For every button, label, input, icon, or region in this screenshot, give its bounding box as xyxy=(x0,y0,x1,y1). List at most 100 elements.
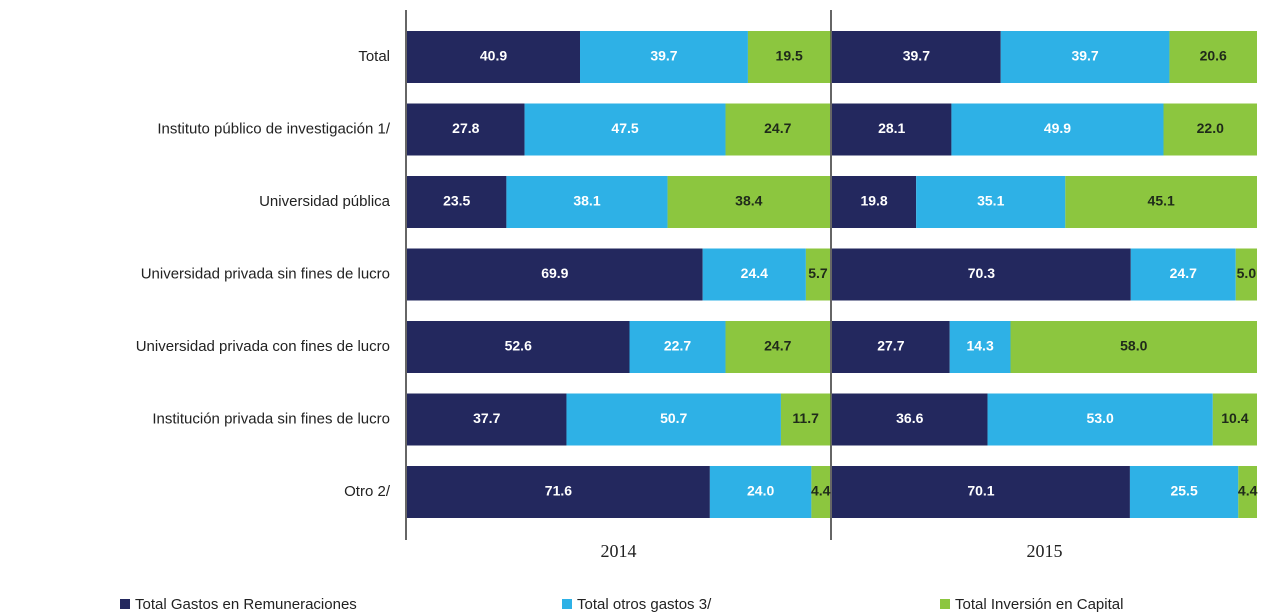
bar-segment xyxy=(407,31,581,83)
bar-segment xyxy=(1169,31,1257,83)
data-label: 20.6 xyxy=(1200,48,1227,64)
bar-segment xyxy=(709,466,812,518)
bar-segment xyxy=(1163,103,1257,156)
legend-label: Total Gastos en Remuneraciones xyxy=(135,596,357,613)
bar-segment xyxy=(580,31,748,83)
bar-segment xyxy=(1212,393,1257,446)
data-label: 70.1 xyxy=(967,483,994,499)
bar-segment xyxy=(811,466,830,518)
legend-label: Total otros gastos 3/ xyxy=(577,596,712,613)
bar-segment xyxy=(407,176,507,228)
y-tick-label: Universidad pública xyxy=(259,193,391,210)
data-label: 52.6 xyxy=(505,338,532,354)
data-label: 24.7 xyxy=(764,120,791,136)
data-label: 36.6 xyxy=(896,410,923,426)
bar-segment xyxy=(725,103,830,156)
data-label: 10.4 xyxy=(1221,410,1248,426)
bar-segment xyxy=(1000,31,1170,83)
data-label: 39.7 xyxy=(1071,48,1098,64)
data-label: 22.0 xyxy=(1197,120,1224,136)
data-label: 24.4 xyxy=(741,265,768,281)
data-label: 49.9 xyxy=(1044,120,1071,136)
bar-segment xyxy=(1129,466,1239,518)
bar-segment xyxy=(629,321,726,373)
data-label: 23.5 xyxy=(443,193,470,209)
data-label: 58.0 xyxy=(1120,338,1147,354)
data-label: 24.7 xyxy=(764,338,791,354)
data-label: 53.0 xyxy=(1087,410,1114,426)
data-label: 22.7 xyxy=(664,338,691,354)
data-label: 47.5 xyxy=(611,120,638,136)
y-tick-label: Total xyxy=(358,48,390,65)
legend-label: Total Inversión en Capital xyxy=(955,596,1123,613)
bar-segment xyxy=(832,248,1131,301)
y-tick-label: Universidad privada sin fines de lucro xyxy=(141,265,390,282)
bar-segment xyxy=(780,393,831,446)
data-label: 11.7 xyxy=(792,410,819,426)
data-label: 14.3 xyxy=(966,338,993,354)
legend-swatch xyxy=(562,599,572,609)
data-label: 39.7 xyxy=(903,48,930,64)
bar-segment xyxy=(832,393,988,446)
bar-segment xyxy=(916,176,1066,228)
data-label: 25.5 xyxy=(1170,483,1197,499)
bar-segment xyxy=(832,466,1130,518)
data-label: 35.1 xyxy=(977,193,1004,209)
panel-label: 2014 xyxy=(601,541,637,561)
data-label: 71.6 xyxy=(545,483,572,499)
data-label: 19.5 xyxy=(776,48,803,64)
data-label: 28.1 xyxy=(878,120,905,136)
bar-segment xyxy=(951,103,1164,156)
legend-swatch xyxy=(940,599,950,609)
bar-segment xyxy=(702,248,806,301)
y-tick-label: Universidad privada con fines de lucro xyxy=(136,338,390,355)
bar-segment xyxy=(407,321,630,373)
bar-segment xyxy=(832,31,1001,83)
data-label: 24.0 xyxy=(747,483,774,499)
data-label: 37.7 xyxy=(473,410,500,426)
bar-segment xyxy=(832,176,917,228)
bar-segment xyxy=(747,31,831,83)
bar-segment xyxy=(506,176,668,228)
bar-segment xyxy=(725,321,830,373)
data-label: 19.8 xyxy=(860,193,887,209)
bar-segment xyxy=(805,248,830,301)
bar-segment xyxy=(832,103,952,156)
data-label: 70.3 xyxy=(968,265,995,281)
y-tick-label: Instituto público de investigación 1/ xyxy=(157,120,390,137)
y-tick-label: Institución privada sin fines de lucro xyxy=(152,410,390,427)
bar-segment xyxy=(407,466,710,518)
legend-swatch xyxy=(120,599,130,609)
data-label: 39.7 xyxy=(650,48,677,64)
bar-segment xyxy=(407,393,567,446)
data-label: 5.0 xyxy=(1237,265,1257,281)
bar-segment xyxy=(566,393,781,446)
bar-segment xyxy=(407,103,525,156)
bar-segment xyxy=(524,103,726,156)
panel-label: 2015 xyxy=(1027,541,1063,561)
bar-segment xyxy=(832,321,950,373)
bar-segment xyxy=(407,248,703,301)
data-label: 4.4 xyxy=(1238,483,1258,499)
bar-segment xyxy=(1130,248,1236,301)
data-label: 24.7 xyxy=(1170,265,1197,281)
data-label: 4.4 xyxy=(811,483,831,499)
data-label: 27.8 xyxy=(452,120,479,136)
bar-segment xyxy=(1010,321,1257,373)
data-label: 45.1 xyxy=(1148,193,1175,209)
data-label: 38.1 xyxy=(573,193,600,209)
y-tick-label: Otro 2/ xyxy=(344,483,391,500)
data-label: 50.7 xyxy=(660,410,687,426)
data-label: 5.7 xyxy=(808,265,828,281)
bar-segment xyxy=(1065,176,1257,228)
data-label: 27.7 xyxy=(877,338,904,354)
data-label: 69.9 xyxy=(541,265,568,281)
data-label: 40.9 xyxy=(480,48,507,64)
bar-segment xyxy=(949,321,1011,373)
bar-segment xyxy=(1238,466,1257,518)
bar-segment xyxy=(987,393,1213,446)
data-label: 38.4 xyxy=(735,193,762,209)
bar-segment xyxy=(667,176,830,228)
bar-segment xyxy=(1235,248,1257,301)
